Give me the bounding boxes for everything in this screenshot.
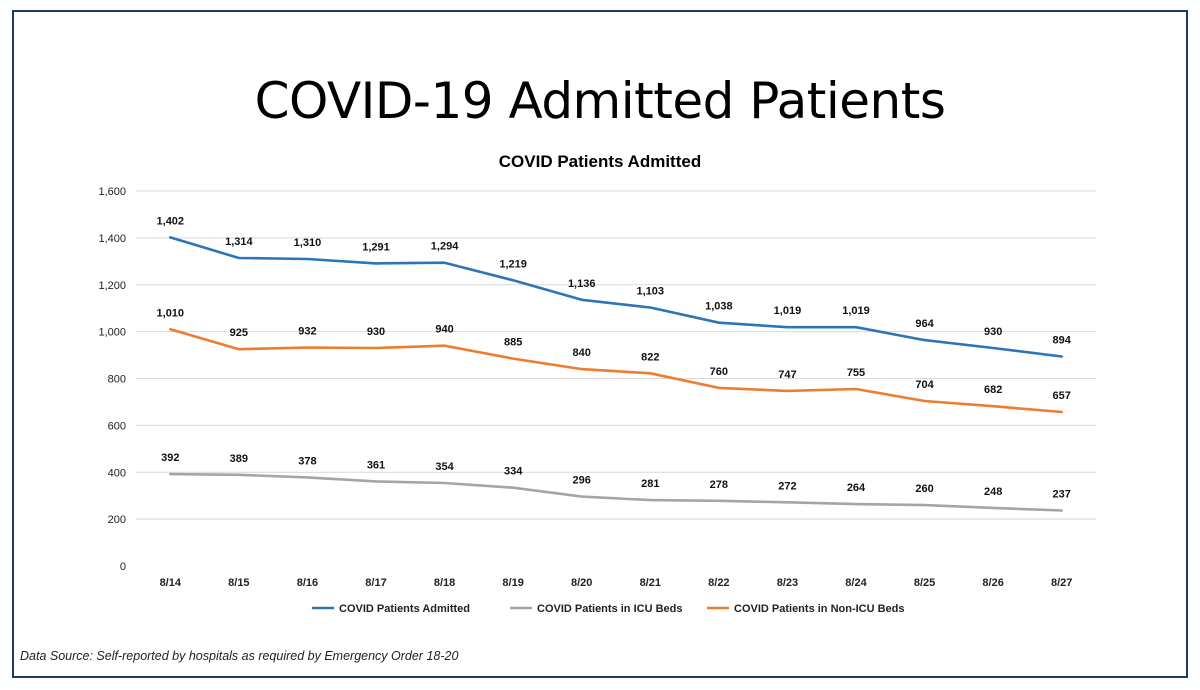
x-tick-label: 8/25	[914, 577, 935, 589]
y-tick-label: 200	[108, 514, 126, 526]
data-label: 760	[710, 366, 728, 378]
data-label: 278	[710, 479, 728, 491]
series-line	[169, 472, 1063, 512]
y-tick-label: 1,200	[98, 280, 126, 292]
x-tick-label: 8/27	[1051, 577, 1072, 589]
y-tick-label: 1,000	[98, 327, 126, 339]
x-tick-label: 8/16	[297, 577, 318, 589]
legend-label: COVID Patients in Non-ICU Beds	[734, 603, 905, 615]
data-label: 264	[847, 482, 866, 494]
x-tick-label: 8/26	[982, 577, 1003, 589]
data-label: 272	[778, 480, 796, 492]
x-tick-label: 8/14	[160, 577, 182, 589]
x-tick-label: 8/15	[228, 577, 249, 589]
legend-label: COVID Patients Admitted	[339, 603, 470, 615]
data-label: 1,103	[637, 285, 665, 297]
x-tick-label: 8/17	[365, 577, 386, 589]
data-label: 1,010	[157, 307, 185, 319]
data-label: 392	[161, 452, 179, 464]
data-label: 657	[1053, 390, 1071, 402]
y-tick-label: 400	[108, 467, 126, 479]
data-label: 1,291	[362, 241, 390, 253]
data-label: 894	[1053, 334, 1072, 346]
data-label: 822	[641, 351, 659, 363]
data-label: 1,019	[774, 305, 802, 317]
x-tick-label: 8/22	[708, 577, 729, 589]
data-label: 755	[847, 367, 865, 379]
data-label: 704	[915, 379, 934, 391]
data-label: 296	[573, 475, 591, 487]
x-tick-label: 8/24	[845, 577, 867, 589]
data-label: 1,038	[705, 301, 733, 313]
data-label: 1,402	[157, 215, 185, 227]
data-label: 1,136	[568, 278, 596, 290]
y-tick-label: 800	[108, 374, 126, 386]
data-label: 885	[504, 337, 522, 349]
series-line	[169, 236, 1063, 358]
x-tick-label: 8/18	[434, 577, 455, 589]
series-line	[169, 327, 1063, 414]
data-label: 248	[984, 486, 1002, 498]
chart-title: COVID Patients Admitted	[498, 152, 702, 171]
data-source-note: Data Source: Self-reported by hospitals …	[20, 649, 459, 663]
legend-label: COVID Patients in ICU Beds	[537, 603, 682, 615]
data-label: 932	[298, 326, 316, 338]
data-label: 237	[1053, 488, 1071, 500]
data-label: 1,310	[294, 237, 322, 249]
data-label: 747	[778, 369, 796, 381]
x-tick-label: 8/19	[502, 577, 523, 589]
data-label: 930	[367, 326, 385, 338]
x-tick-label: 8/20	[571, 577, 592, 589]
y-tick-label: 1,400	[98, 233, 126, 245]
y-tick-label: 1,600	[98, 186, 126, 198]
slide-frame	[12, 10, 1188, 678]
x-tick-label: 8/23	[777, 577, 798, 589]
data-label: 334	[504, 466, 523, 478]
y-tick-label: 0	[120, 561, 126, 573]
x-tick-label: 8/21	[640, 577, 661, 589]
data-label: 378	[298, 455, 316, 467]
data-label: 361	[367, 459, 385, 471]
data-label: 281	[641, 478, 659, 490]
slide-title: COVID-19 Admitted Patients	[254, 72, 946, 130]
data-label: 925	[230, 327, 248, 339]
data-label: 1,019	[842, 305, 870, 317]
data-label: 840	[573, 347, 591, 359]
data-label: 389	[230, 453, 248, 465]
data-label: 940	[435, 324, 453, 336]
data-label: 1,219	[499, 258, 527, 270]
data-label: 930	[984, 326, 1002, 338]
y-tick-label: 600	[108, 420, 126, 432]
data-label: 1,314	[225, 236, 253, 248]
data-label: 964	[915, 318, 934, 330]
data-label: 354	[435, 461, 454, 473]
data-label: 260	[915, 483, 933, 495]
data-label: 682	[984, 384, 1002, 396]
data-label: 1,294	[431, 241, 459, 253]
